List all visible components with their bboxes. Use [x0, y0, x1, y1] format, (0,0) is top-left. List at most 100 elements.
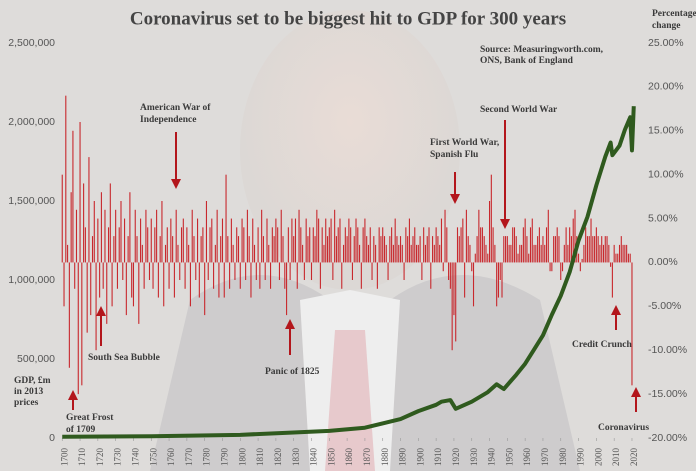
bar — [627, 253, 629, 263]
bar — [490, 174, 492, 263]
bar — [257, 227, 259, 263]
bar — [195, 262, 197, 280]
bar — [483, 236, 485, 263]
bar — [302, 244, 304, 263]
bar — [524, 218, 526, 263]
bar — [391, 227, 393, 263]
bar — [312, 227, 314, 263]
bar — [373, 236, 375, 263]
bar — [173, 262, 175, 298]
bar — [309, 227, 311, 263]
bar — [626, 244, 628, 263]
bar — [456, 227, 459, 263]
bar — [330, 218, 332, 263]
bar — [572, 218, 574, 263]
bar — [198, 262, 200, 298]
bar — [471, 262, 473, 272]
bar — [620, 236, 622, 263]
bar — [540, 244, 542, 263]
bar — [172, 236, 174, 263]
bar — [188, 244, 190, 263]
bar — [394, 218, 396, 263]
bar — [594, 236, 596, 263]
bar — [91, 236, 94, 263]
bar — [499, 262, 501, 280]
bar-series — [61, 95, 633, 395]
bar — [439, 244, 441, 263]
bar — [316, 209, 318, 263]
x-tick-label: 1940 — [487, 448, 497, 467]
bar — [506, 236, 508, 263]
bar — [74, 262, 76, 289]
bar — [104, 209, 106, 263]
bar — [115, 209, 117, 263]
bar — [359, 244, 361, 263]
x-tick-label: 2000 — [593, 448, 603, 467]
x-tick-label: 1840 — [309, 448, 319, 467]
bar — [375, 244, 377, 263]
bar — [618, 244, 621, 263]
bar — [396, 236, 398, 263]
bar — [357, 227, 359, 263]
bar — [156, 209, 158, 263]
bar — [369, 227, 371, 263]
bar — [611, 262, 613, 298]
annotation-text: Credit Crunch — [572, 340, 632, 350]
bar — [455, 262, 457, 342]
bar — [232, 244, 234, 263]
bar — [204, 262, 206, 316]
bar — [79, 122, 81, 263]
bar — [529, 227, 532, 263]
bar — [214, 244, 216, 263]
bar — [590, 218, 592, 263]
bar — [61, 174, 63, 263]
bar — [547, 209, 549, 263]
bar — [503, 236, 505, 263]
y-tick-label: 500,000 — [17, 353, 55, 365]
x-tick-label: 1960 — [522, 448, 532, 467]
bar — [305, 218, 307, 263]
bar — [150, 218, 152, 263]
bar — [318, 218, 320, 263]
bar — [230, 218, 232, 263]
bar — [145, 209, 147, 263]
bar — [310, 262, 313, 280]
bar — [615, 253, 617, 263]
bar — [262, 236, 264, 263]
bar — [289, 262, 291, 280]
bar — [113, 236, 115, 263]
bar — [355, 218, 357, 263]
bar — [371, 262, 373, 280]
bar — [567, 244, 569, 263]
bar — [332, 262, 334, 280]
bar — [496, 262, 498, 307]
bar — [148, 262, 151, 280]
bar — [631, 262, 633, 386]
bar — [339, 218, 341, 263]
bar — [510, 244, 512, 263]
bar — [205, 201, 208, 263]
bar — [467, 236, 469, 263]
y-tick-label: 0 — [49, 432, 55, 444]
bar — [353, 236, 355, 263]
bar — [287, 227, 289, 263]
bar — [362, 227, 364, 263]
bar — [460, 227, 462, 263]
bar — [294, 218, 297, 263]
x-tick-label: 1720 — [95, 448, 105, 467]
bar — [617, 253, 619, 263]
x-tick-label: 1790 — [220, 448, 230, 467]
y2-tick-label: 20.00% — [648, 81, 684, 93]
y-tick-label: 1,000,000 — [8, 274, 55, 286]
bar — [127, 236, 129, 263]
bar — [179, 262, 181, 280]
annotation-text: American War of — [140, 103, 211, 113]
bar — [604, 236, 606, 263]
bar — [83, 183, 85, 263]
bar — [177, 244, 179, 263]
x-tick-label: 1800 — [237, 448, 247, 467]
bar — [63, 262, 65, 307]
bar — [278, 262, 281, 280]
bar — [560, 262, 562, 280]
bar — [444, 209, 446, 263]
